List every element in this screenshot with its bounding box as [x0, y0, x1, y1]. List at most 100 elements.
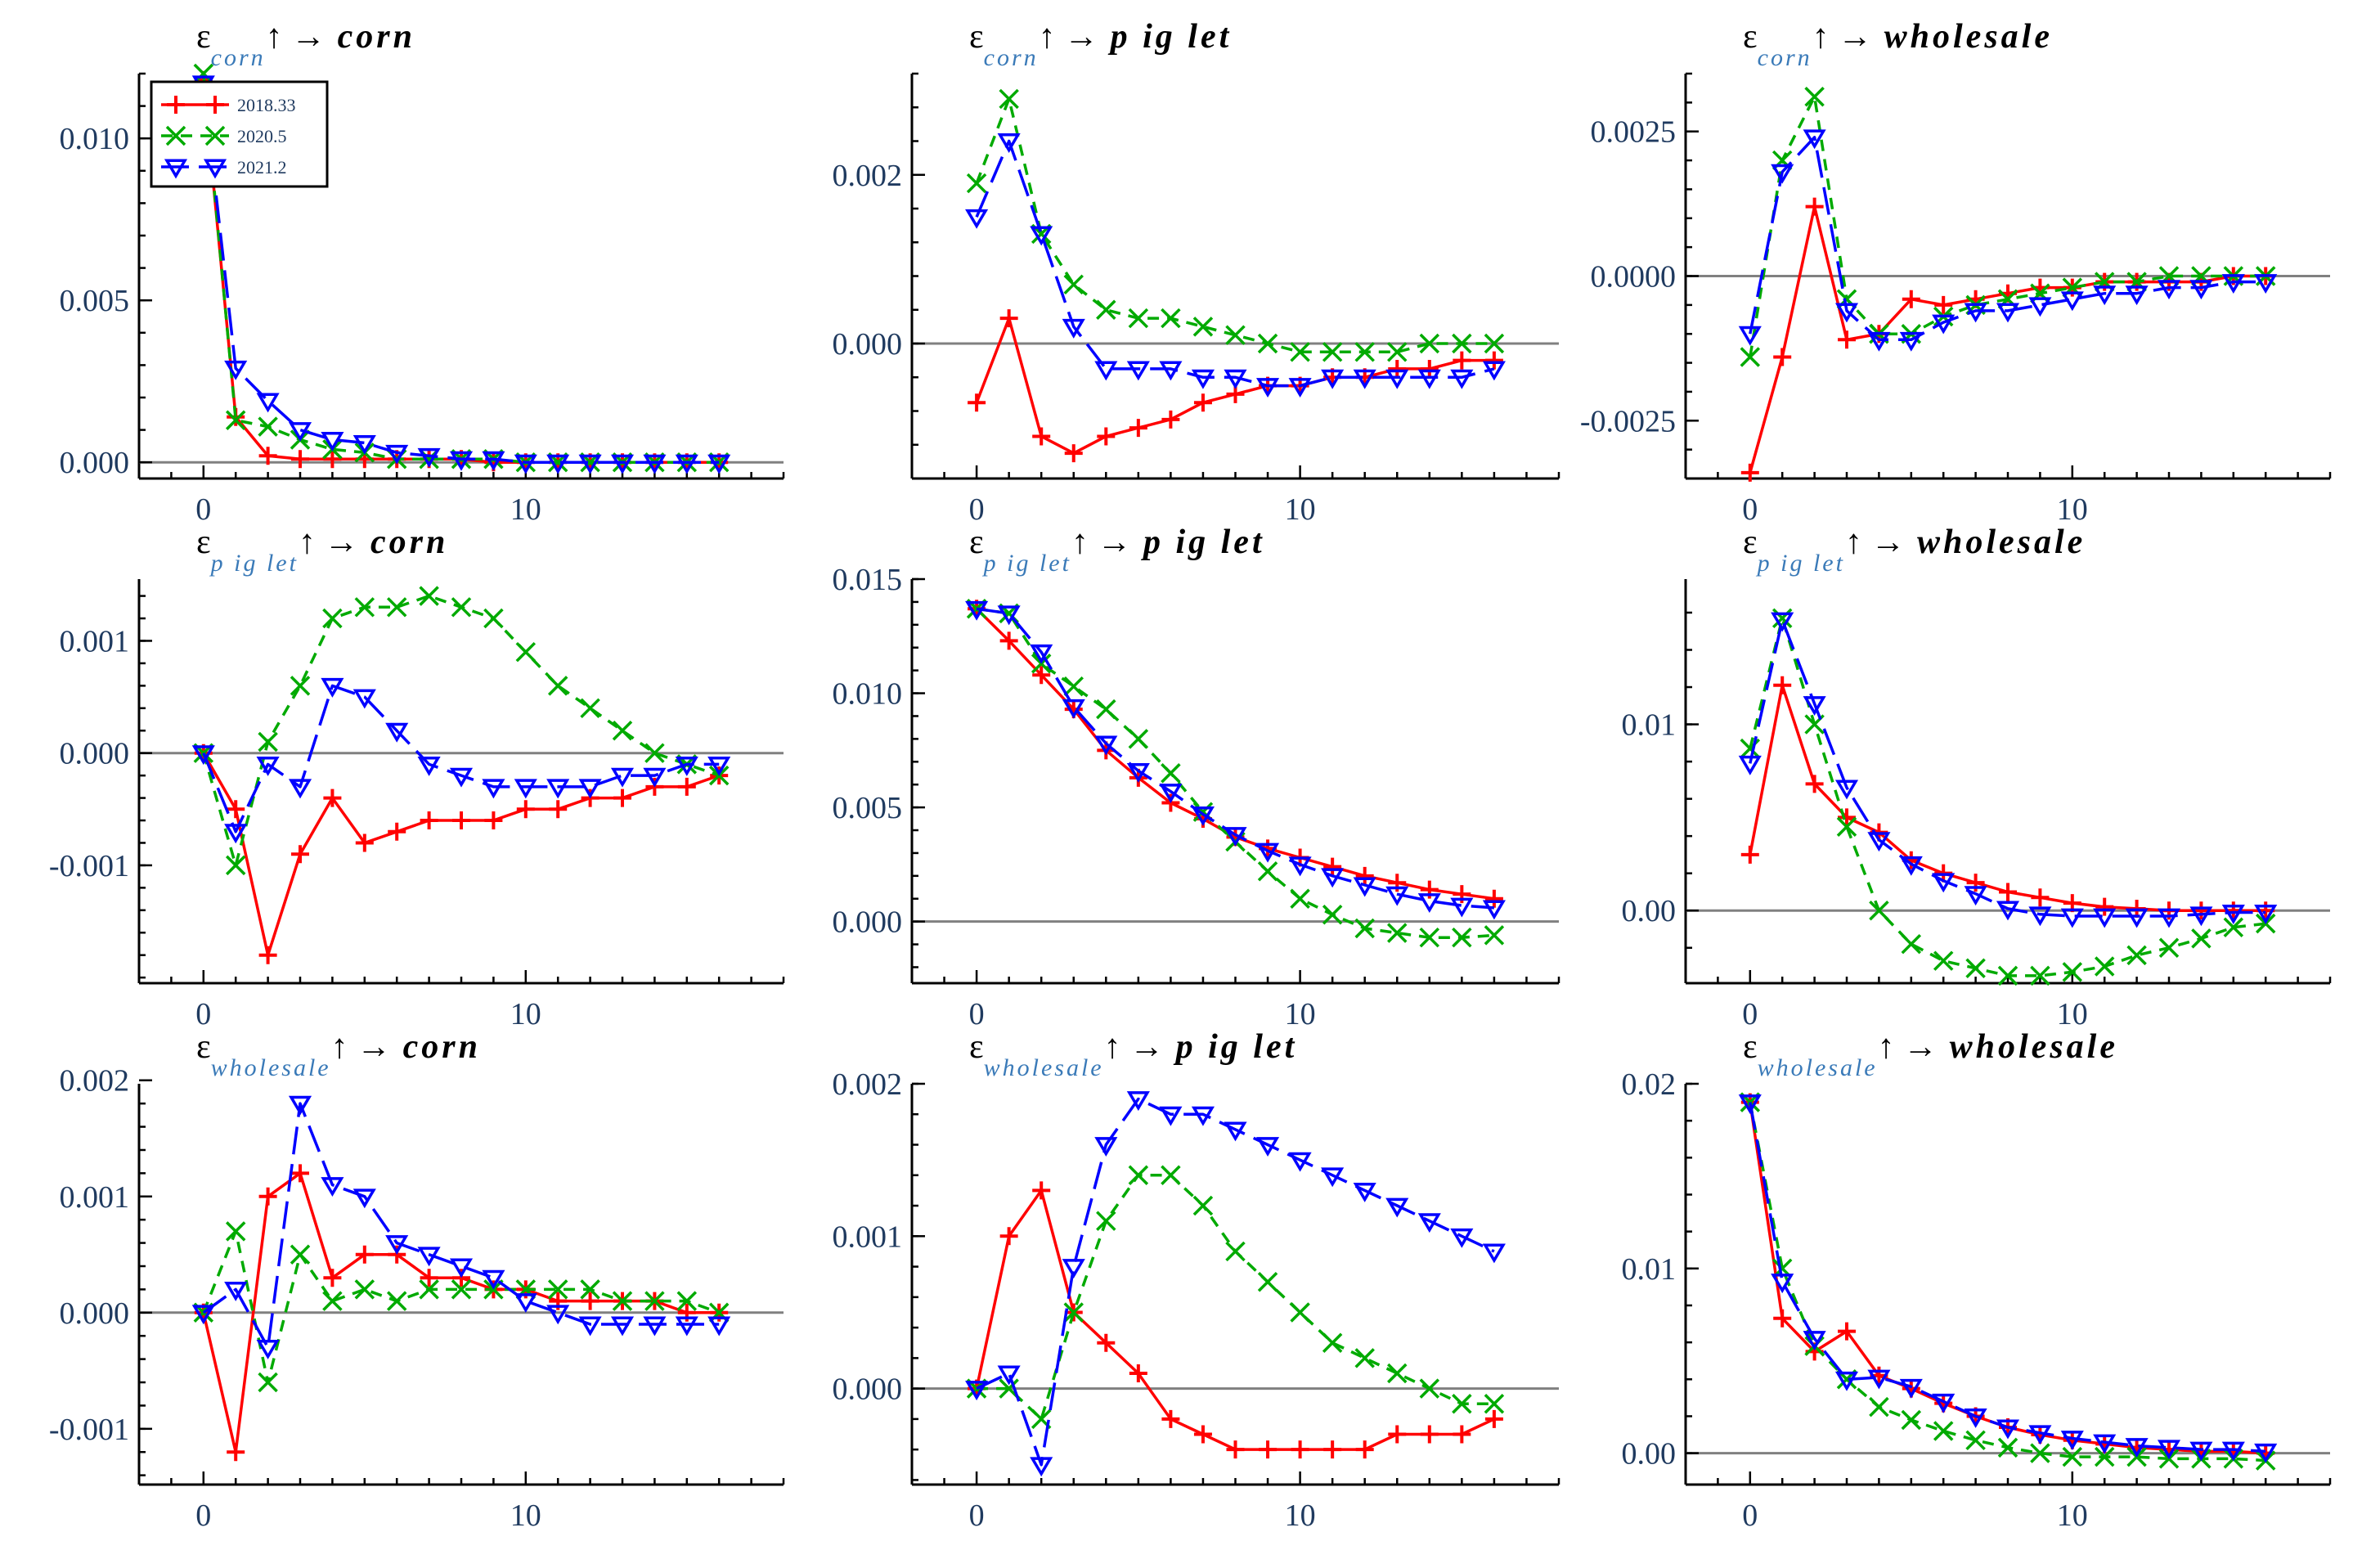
data-point	[612, 1291, 633, 1311]
data-point	[514, 1293, 537, 1314]
data-point	[1030, 644, 1053, 664]
data-point	[385, 722, 409, 743]
data-point	[613, 788, 631, 807]
data-point	[2030, 1443, 2050, 1463]
data-point	[322, 608, 343, 629]
data-point	[1932, 314, 1956, 335]
data-point	[1288, 856, 1312, 877]
data-point	[1482, 1243, 1506, 1264]
data-point	[2031, 888, 2050, 907]
data-point	[1773, 676, 1792, 694]
series-2018.33	[1740, 676, 2275, 920]
data-point	[225, 855, 246, 876]
data-point	[1355, 866, 1374, 885]
legend-marker	[204, 125, 226, 146]
series-2021.2	[1738, 612, 2278, 928]
data-point	[1899, 1378, 1923, 1399]
data-point	[1965, 1430, 1986, 1451]
data-point	[1323, 1440, 1342, 1459]
data-point	[258, 1187, 277, 1206]
data-point	[386, 1291, 407, 1311]
data-point	[323, 788, 342, 807]
data-point	[1803, 1331, 1826, 1351]
data-point	[290, 1244, 311, 1265]
data-point	[1838, 1322, 1856, 1341]
data-point	[1964, 1409, 1987, 1428]
y-tick-label: 0.015	[833, 563, 903, 597]
legend-label: 2021.2	[237, 157, 287, 177]
data-point	[321, 677, 344, 698]
data-point	[2189, 906, 2213, 927]
data-point	[675, 454, 698, 474]
data-point	[1452, 333, 1472, 354]
data-point	[1030, 226, 1053, 246]
data-point	[388, 822, 406, 841]
panel-3: 0 10 -0.0025 0.0000 0.0025 εcorn↑ → wholesale	[1580, 18, 2332, 527]
data-point	[2157, 908, 2181, 928]
series-2020.5	[1740, 608, 2276, 986]
data-point	[419, 586, 439, 606]
data-point	[1129, 419, 1147, 438]
panel-2: 0 10 0.000 0.002 εcorn↑ → p ig let	[833, 18, 1560, 527]
data-point	[1063, 274, 1084, 295]
data-point	[385, 444, 409, 465]
data-point	[354, 597, 375, 618]
panel-title: εwholesale↑ → corn	[196, 1028, 481, 1081]
series-line	[975, 139, 1495, 388]
data-point	[1288, 378, 1312, 398]
data-point	[1482, 361, 1506, 381]
x-tick-label: 10	[2057, 1498, 2088, 1533]
data-point	[2062, 1446, 2083, 1467]
data-point	[580, 1279, 600, 1300]
data-point	[256, 1339, 280, 1359]
y-tick-label: 0.01	[1622, 708, 1677, 743]
data-point	[1450, 1228, 1474, 1248]
data-point	[1420, 1425, 1439, 1444]
data-point	[419, 1279, 439, 1300]
data-point	[1259, 1440, 1278, 1459]
data-point	[1996, 303, 2020, 323]
data-point	[1902, 290, 1920, 308]
data-point	[1452, 1394, 1472, 1414]
data-point	[191, 1305, 215, 1325]
data-point	[1353, 877, 1376, 897]
data-point	[2030, 965, 2050, 986]
x-tick-label: 0	[1742, 1498, 1758, 1533]
data-point	[1161, 762, 1181, 784]
title-target: corn	[391, 1028, 481, 1066]
title-suffix: ↑ →	[331, 1028, 392, 1066]
data-point	[1354, 918, 1375, 939]
x-tick-label: 10	[1285, 492, 1316, 527]
data-point	[227, 1443, 245, 1462]
data-point	[1804, 87, 1825, 107]
x-tick-label: 0	[195, 492, 211, 527]
data-point	[1484, 351, 1503, 370]
data-point	[1387, 1363, 1408, 1384]
data-point	[2221, 905, 2245, 924]
data-point	[291, 450, 309, 469]
data-point	[1225, 325, 1246, 345]
title-prefix: ε	[196, 18, 211, 56]
data-point	[1062, 699, 1085, 719]
data-point	[256, 756, 280, 776]
data-point	[1834, 780, 1859, 800]
y-tick-label: 0.010	[833, 677, 903, 712]
data-point	[1996, 901, 2020, 921]
data-point	[2028, 297, 2052, 317]
series-line	[975, 608, 1495, 901]
series-2021.2	[1738, 129, 2278, 352]
data-point	[1482, 900, 1506, 920]
data-point	[1191, 369, 1215, 389]
title-suffix: ↑ →	[299, 523, 359, 561]
data-point	[1965, 958, 1986, 979]
data-point	[1126, 762, 1150, 783]
data-point	[1933, 950, 1954, 971]
data-point	[386, 597, 407, 618]
series-line	[1749, 684, 2266, 912]
legend-label: 2018.33	[237, 95, 296, 115]
data-point	[482, 1269, 505, 1290]
y-tick-label: 0.002	[833, 159, 903, 193]
data-point	[1484, 333, 1505, 354]
data-point	[1191, 806, 1215, 826]
title-subscript: p ig let	[982, 550, 1071, 577]
